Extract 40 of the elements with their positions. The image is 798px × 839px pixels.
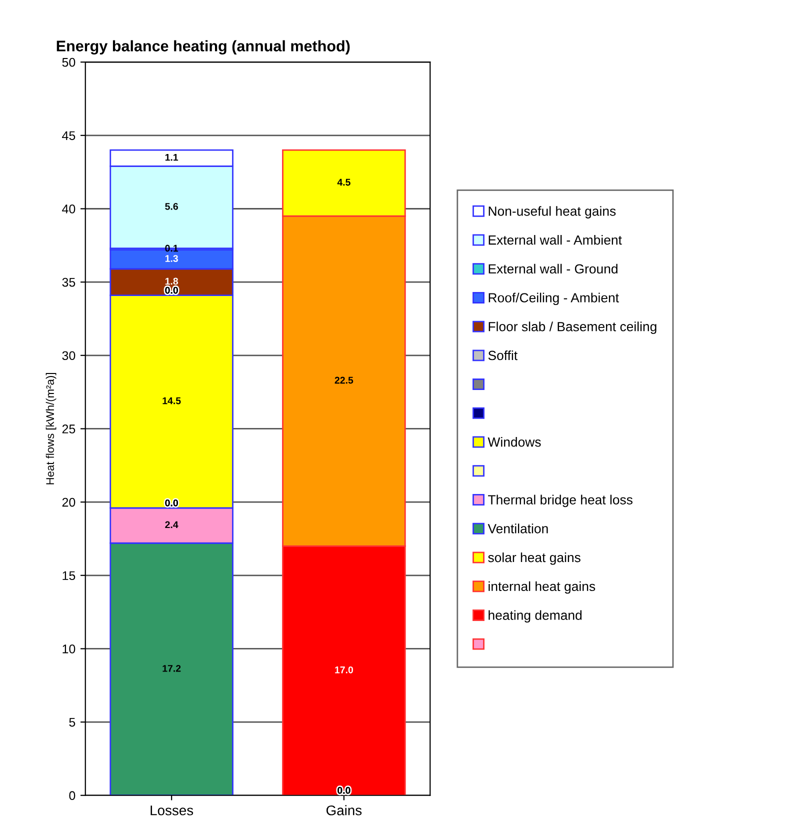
legend-label: External wall - Ambient: [488, 235, 622, 245]
data-label: 4.5: [337, 178, 350, 186]
annotation: 0.0: [165, 286, 178, 294]
legend-label: Non-useful heat gains: [488, 206, 616, 218]
data-label: 1.8: [165, 278, 178, 285]
data-label: 17.0: [335, 666, 353, 674]
data-label: 17.2: [162, 664, 181, 672]
y-tick-label: 40: [62, 204, 76, 214]
legend-label: Windows: [488, 437, 541, 447]
legend-label: Ventilation: [488, 524, 548, 534]
data-label: 1.1: [165, 154, 178, 161]
y-axis-title: Heat flows [kWh/(m²a)]: [46, 373, 56, 484]
y-tick-label: 0: [69, 791, 76, 800]
data-label: 1.3: [165, 255, 178, 262]
data-label: 22.5: [334, 376, 354, 384]
legend-label: internal heat gains: [488, 581, 596, 594]
legend-label: Thermal bridge heat loss: [488, 494, 632, 508]
legend-label: solar heat gains: [488, 552, 580, 565]
y-tick-label: 15: [62, 571, 76, 580]
legend-label: Roof/Ceiling - Ambient: [488, 292, 619, 306]
legend-label: Soffit: [488, 350, 518, 360]
data-label: 2.4: [165, 521, 178, 528]
y-tick-label: 20: [62, 498, 76, 507]
data-label: 14.5: [162, 397, 181, 404]
y-tick-label: 10: [62, 644, 76, 654]
y-tick-label: 45: [62, 131, 76, 140]
y-tick-label: 5: [69, 718, 76, 727]
legend-label: heating demand: [488, 610, 582, 623]
legend-label: External wall - Ground: [488, 264, 618, 274]
x-tick-label: Gains: [326, 805, 362, 816]
data-label: 5.6: [165, 203, 178, 210]
annotation: 0.0: [165, 499, 178, 506]
x-tick-label: Losses: [150, 806, 194, 816]
annotation: 0.0: [338, 786, 350, 794]
y-tick-label: 50: [62, 58, 76, 67]
chart-title: Energy balance heating (annual method): [56, 40, 350, 55]
y-tick-label: 25: [62, 424, 76, 434]
y-tick-label: 30: [62, 351, 76, 360]
y-tick-label: 35: [62, 278, 76, 287]
legend-label: Floor slab / Basement ceiling: [488, 322, 656, 334]
